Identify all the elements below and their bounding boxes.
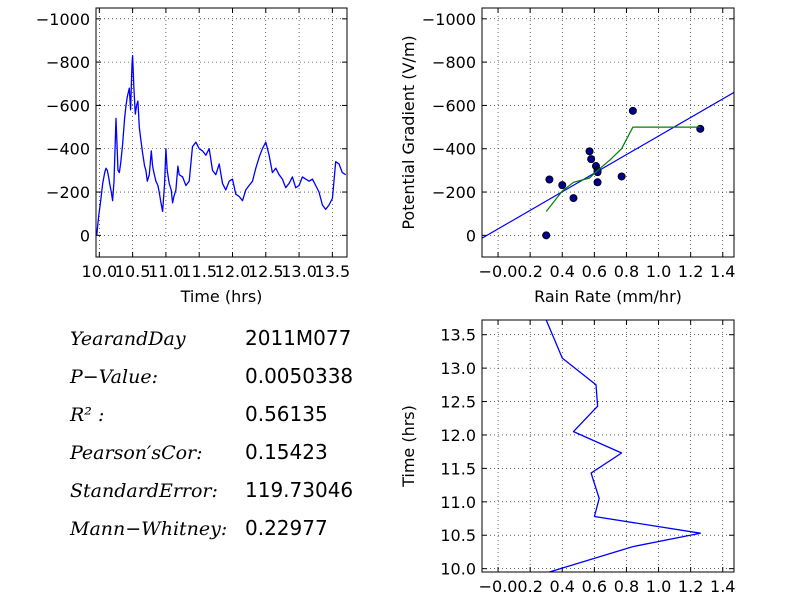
stat-label: Mann−Whitney: xyxy=(69,518,227,540)
x-tick-label: 1.2 xyxy=(678,262,703,281)
y-tick-label: 13.5 xyxy=(440,326,476,345)
axes-frame xyxy=(95,7,348,258)
y-tick-label: −600 xyxy=(46,96,90,115)
y-axis-label: Potential Gradient (V/m) xyxy=(399,35,418,229)
y-tick-label: 12.0 xyxy=(440,426,476,445)
x-tick-label: 13.5 xyxy=(315,262,351,281)
x-tick-label: 11.0 xyxy=(148,262,184,281)
stat-label: YearandDay xyxy=(70,328,186,350)
data-point xyxy=(696,124,705,133)
axes-frame xyxy=(481,7,735,258)
x-tick-label: 0.6 xyxy=(582,577,607,596)
series-line xyxy=(482,91,734,239)
x-axis-label: Rain Rate (mm/hr) xyxy=(534,287,682,306)
stat-value: 0.56135 xyxy=(245,402,328,426)
data-point xyxy=(628,106,637,115)
x-tick-label: 0.2 xyxy=(517,262,542,281)
data-point xyxy=(617,172,626,181)
y-tick-label: −600 xyxy=(432,96,476,115)
stat-label: P−Value: xyxy=(69,366,158,388)
stat-value: 2011M077 xyxy=(245,326,351,350)
x-tick-label: 1.0 xyxy=(646,262,671,281)
y-tick-label: 11.5 xyxy=(440,459,476,478)
x-tick-label: 0.8 xyxy=(614,262,639,281)
x-tick-label: 0.4 xyxy=(550,577,575,596)
y-tick-label: −400 xyxy=(46,140,90,159)
series-group xyxy=(96,54,347,236)
series-group xyxy=(482,91,734,240)
x-tick-label: 0.6 xyxy=(582,262,607,281)
x-tick-label: 0.8 xyxy=(614,577,639,596)
x-tick-label: 12.0 xyxy=(215,262,251,281)
y-tick-label: 0 xyxy=(80,226,90,245)
y-tick-label: 10.0 xyxy=(440,560,476,579)
y-tick-label: −200 xyxy=(432,183,476,202)
x-tick-label: 11.5 xyxy=(181,262,217,281)
series-line xyxy=(545,126,701,212)
data-point xyxy=(542,231,551,240)
series-group xyxy=(545,320,701,572)
y-tick-label: 13.0 xyxy=(440,359,476,378)
x-axis-label: Time (hrs) xyxy=(180,287,263,306)
data-point xyxy=(593,178,602,187)
data-point xyxy=(587,155,596,164)
time-vs-rain-plot: −0.0 0.2 0.4 0.6 0.8 1.0 1.2 1.4 10.0 10.5 11.0 11.… xyxy=(399,319,735,596)
y-tick-label: −200 xyxy=(46,183,90,202)
stat-value: 0.22977 xyxy=(245,516,328,540)
data-point xyxy=(545,175,554,184)
pg-vs-rain-plot: −0.0 0.2 0.4 0.6 0.8 1.0 1.2 1.4 −1000 −800 −600 −4… xyxy=(399,7,735,306)
x-tick-label: 1.4 xyxy=(710,262,735,281)
x-tick-label: 0.4 xyxy=(550,262,575,281)
y-tick-label: −800 xyxy=(46,53,90,72)
x-tick-label: −0.0 xyxy=(479,577,518,596)
y-tick-label: −800 xyxy=(432,53,476,72)
axes-frame xyxy=(481,319,735,573)
y-tick-label: −400 xyxy=(432,140,476,159)
statistics-panel: YearandDay 2011M077 P−Value: 0.0050338 R² : 0… xyxy=(69,326,353,540)
y-axis-label: Time (hrs) xyxy=(399,405,418,488)
y-tick-label: 10.5 xyxy=(440,526,476,545)
y-tick-label: −1000 xyxy=(36,10,90,29)
series-line xyxy=(96,54,347,236)
x-tick-label: 1.4 xyxy=(710,577,735,596)
x-tick-label: 10.0 xyxy=(82,262,118,281)
stat-label: R² : xyxy=(69,404,104,426)
data-point xyxy=(569,194,578,203)
x-tick-label: −0.0 xyxy=(479,262,518,281)
series-line xyxy=(545,320,701,572)
y-tick-label: 12.5 xyxy=(440,393,476,412)
stat-value: 119.73046 xyxy=(245,478,353,502)
stat-label: Pearson′sCor: xyxy=(69,442,203,464)
pg-vs-time-plot: 10.010.511.011.512.012.513.013.5 −1000 −80… xyxy=(36,7,351,306)
x-tick-label: 1.0 xyxy=(646,577,671,596)
x-tick-label: 10.5 xyxy=(115,262,151,281)
y-tick-label: 11.0 xyxy=(440,493,476,512)
data-point xyxy=(558,181,567,190)
x-tick-label: 13.0 xyxy=(281,262,317,281)
x-tick-label: 12.5 xyxy=(248,262,284,281)
stat-value: 0.0050338 xyxy=(245,364,353,388)
stat-value: 0.15423 xyxy=(245,440,328,464)
x-tick-label: 1.2 xyxy=(678,577,703,596)
y-tick-label: 0 xyxy=(466,226,476,245)
data-point xyxy=(585,147,594,156)
x-tick-label: 0.2 xyxy=(517,577,542,596)
stat-label: StandardError: xyxy=(70,480,218,502)
y-tick-label: −1000 xyxy=(422,10,476,29)
